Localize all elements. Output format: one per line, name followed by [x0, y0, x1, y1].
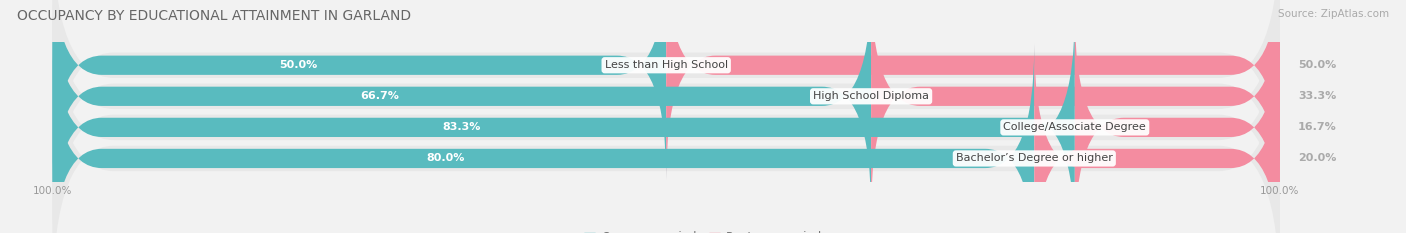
Text: Source: ZipAtlas.com: Source: ZipAtlas.com — [1278, 9, 1389, 19]
Text: 80.0%: 80.0% — [426, 154, 464, 163]
Text: 50.0%: 50.0% — [1298, 60, 1336, 70]
FancyBboxPatch shape — [1074, 13, 1279, 233]
Text: 66.7%: 66.7% — [360, 91, 399, 101]
Text: High School Diploma: High School Diploma — [813, 91, 929, 101]
FancyBboxPatch shape — [52, 0, 872, 211]
FancyBboxPatch shape — [52, 44, 1035, 233]
Legend: Owner-occupied, Renter-occupied: Owner-occupied, Renter-occupied — [579, 226, 827, 233]
Text: Bachelor’s Degree or higher: Bachelor’s Degree or higher — [956, 154, 1112, 163]
Text: 33.3%: 33.3% — [1298, 91, 1336, 101]
FancyBboxPatch shape — [52, 0, 1279, 208]
Text: 16.7%: 16.7% — [1298, 122, 1337, 132]
FancyBboxPatch shape — [52, 0, 1279, 233]
Text: OCCUPANCY BY EDUCATIONAL ATTAINMENT IN GARLAND: OCCUPANCY BY EDUCATIONAL ATTAINMENT IN G… — [17, 9, 411, 23]
Text: Less than High School: Less than High School — [605, 60, 728, 70]
FancyBboxPatch shape — [666, 0, 1279, 180]
FancyBboxPatch shape — [872, 0, 1279, 211]
FancyBboxPatch shape — [52, 0, 666, 180]
FancyBboxPatch shape — [52, 0, 1279, 233]
Text: 83.3%: 83.3% — [443, 122, 481, 132]
Text: 50.0%: 50.0% — [278, 60, 318, 70]
FancyBboxPatch shape — [52, 13, 1074, 233]
Text: 20.0%: 20.0% — [1298, 154, 1337, 163]
FancyBboxPatch shape — [52, 16, 1279, 233]
Text: College/Associate Degree: College/Associate Degree — [1004, 122, 1146, 132]
FancyBboxPatch shape — [1035, 44, 1279, 233]
